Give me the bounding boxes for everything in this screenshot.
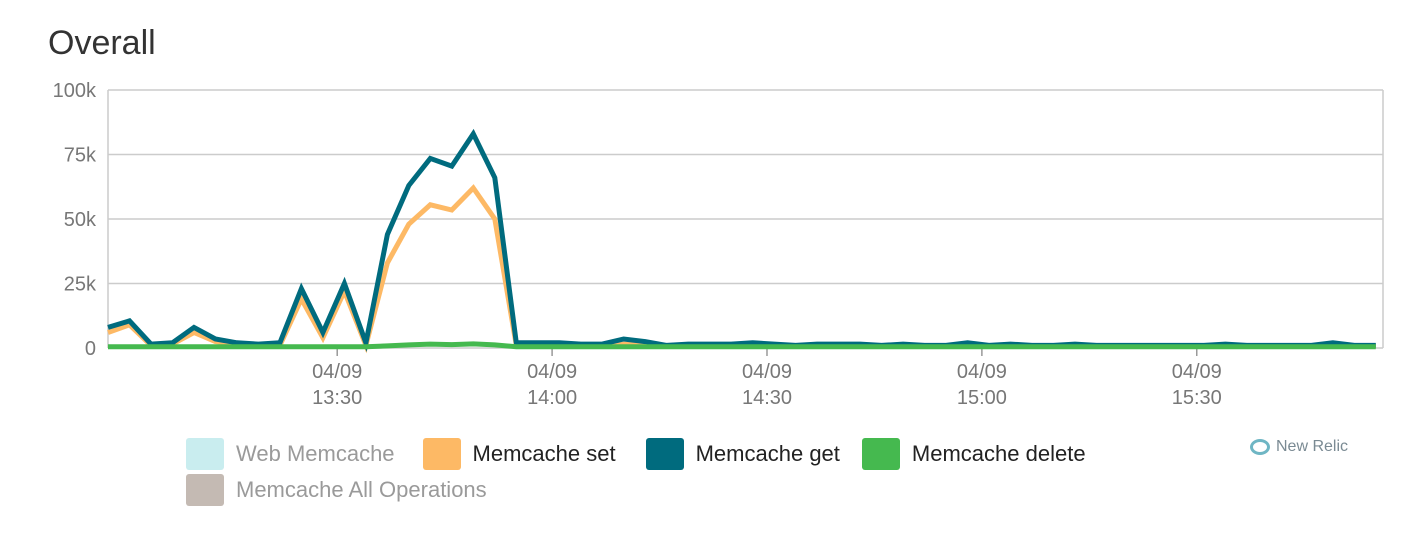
watermark-text: New Relic: [1276, 438, 1349, 455]
x-tick-time-label: 13:30: [312, 387, 362, 409]
legend-swatch-memcache-delete: [861, 438, 900, 470]
legend-label: Web Memcache: [236, 441, 395, 466]
legend-label: Memcache get: [695, 441, 840, 466]
x-tick-time-label: 15:00: [957, 387, 1007, 409]
series-line-memcache-set: [107, 184, 1376, 354]
legend-row-2: Memcache All Operations: [186, 472, 1086, 508]
legend-item-memcache-get[interactable]: Memcache get: [645, 438, 840, 470]
y-tick-label: 0: [85, 338, 96, 360]
x-tick-date-label: 04/09: [957, 361, 1007, 383]
new-relic-watermark[interactable]: New Relic: [1250, 438, 1348, 456]
legend-label: Memcache delete: [911, 441, 1086, 466]
y-tick-label: 25k: [64, 274, 97, 296]
legend-item-memcache-all-operations[interactable]: Memcache All Operations: [186, 474, 487, 506]
legend-item-memcache-set[interactable]: Memcache set: [422, 438, 616, 470]
x-tick-time-label: 14:00: [527, 387, 577, 409]
series-line-memcache-delete: [108, 341, 1376, 350]
legend-row-1: Web Memcache Memcache set Memcache get M…: [186, 436, 1086, 472]
legend-item-memcache-delete[interactable]: Memcache delete: [861, 438, 1086, 470]
x-tick-date-label: 04/09: [527, 361, 577, 383]
new-relic-logo-icon: [1250, 439, 1270, 455]
x-tick-date-label: 04/09: [1172, 361, 1222, 383]
legend-item-web-memcache[interactable]: Web Memcache: [186, 438, 395, 470]
legend-label: Memcache All Operations: [236, 477, 487, 502]
legend: Web Memcache Memcache set Memcache get M…: [186, 436, 1086, 508]
x-tick-time-label: 15:30: [1172, 387, 1222, 409]
y-tick-label: 100k: [53, 80, 97, 102]
y-tick-label: 75k: [64, 145, 97, 167]
x-tick-time-label: 14:30: [742, 387, 792, 409]
series-line-memcache-get: [107, 128, 1376, 353]
legend-label: Memcache set: [472, 441, 616, 466]
x-tick-date-label: 04/09: [742, 361, 792, 383]
y-tick-label: 50k: [64, 209, 97, 231]
x-tick-date-label: 04/09: [312, 361, 362, 383]
chart-svg: 0 25k 50k 75k 100k 04/09 13:30 04/09 14:00 04/09 1…: [53, 80, 1384, 409]
legend-swatch-memcache-all-operations: [186, 474, 224, 506]
chart-title: Overall: [48, 24, 156, 62]
legend-swatch-memcache-set: [422, 438, 461, 470]
legend-swatch-web-memcache: [186, 438, 224, 470]
legend-swatch-memcache-get: [645, 438, 684, 470]
